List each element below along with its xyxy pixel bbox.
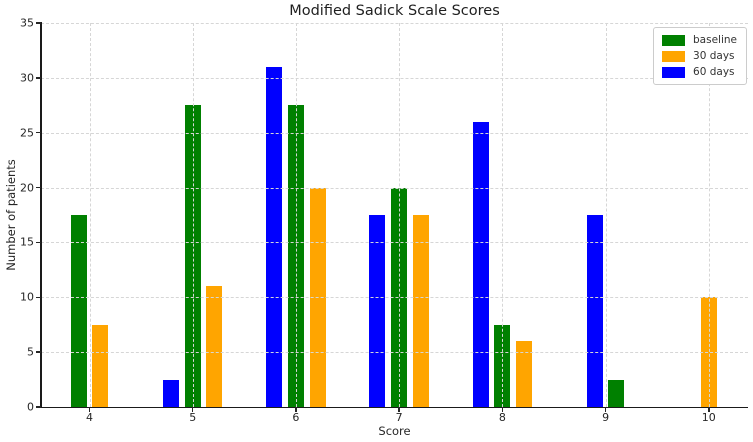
bar-30-days-8 [516, 341, 533, 407]
gridline-x-4 [89, 23, 91, 407]
y-tick-10 [36, 296, 41, 299]
legend: baseline 30 days 60 days [653, 27, 747, 85]
x-tick-label-4: 4 [86, 411, 93, 424]
y-tick-label-5: 5 [27, 345, 34, 359]
bar-30-days-7 [412, 215, 429, 407]
chart-title: Modified Sadick Scale Scores [289, 3, 500, 19]
x-tick-4 [88, 407, 91, 412]
legend-item-baseline: baseline [662, 34, 737, 46]
gridline-y-10 [41, 297, 748, 299]
bar-60-days-5 [163, 379, 180, 407]
gridline-y-35 [41, 23, 748, 24]
y-tick-0 [36, 406, 41, 408]
y-tick-label-0: 0 [27, 400, 34, 414]
x-axis-spine [40, 406, 748, 408]
x-tick-9 [604, 407, 607, 412]
x-tick-8 [501, 407, 504, 412]
x-tick-6 [295, 407, 297, 412]
legend-item-60-days: 60 days [662, 66, 737, 78]
bar-60-days-9 [586, 215, 603, 407]
legend-label-baseline: baseline [693, 34, 737, 46]
gridline-y-20 [41, 187, 748, 189]
gridline-y-30 [41, 77, 748, 79]
y-axis-spine [40, 22, 42, 408]
bar-60-days-8 [472, 121, 489, 407]
gridline-y-25 [41, 132, 748, 134]
gridline-x-6 [295, 23, 297, 407]
y-tick-label-10: 10 [20, 290, 34, 304]
x-tick-label-5: 5 [189, 411, 197, 424]
bar-30-days-4 [92, 324, 109, 407]
legend-swatch-30-days [662, 50, 686, 62]
y-tick-5 [36, 351, 41, 353]
gridline-x-5 [192, 23, 194, 407]
gridline-x-9 [605, 23, 607, 407]
legend-label-30-days: 30 days [693, 50, 735, 62]
y-tick-15 [36, 241, 41, 244]
gridline-x-10 [708, 23, 710, 407]
legend-label-60-days: 60 days [693, 66, 735, 78]
y-tick-35 [36, 22, 41, 24]
legend-swatch-baseline [662, 34, 686, 46]
gridline-y-15 [41, 242, 748, 244]
y-tick-label-35: 35 [20, 16, 34, 30]
gridline-x-8 [502, 23, 504, 407]
bar-60-days-6 [266, 66, 283, 407]
legend-swatch-60-days [662, 66, 686, 78]
y-tick-20 [36, 186, 41, 189]
gridline-y-5 [41, 352, 748, 354]
x-tick-7 [398, 407, 400, 412]
y-tick-label-15: 15 [20, 235, 34, 249]
y-tick-label-25: 25 [20, 126, 34, 140]
y-axis-label: Number of patients [4, 159, 18, 271]
bar-baseline-9 [608, 379, 625, 407]
y-tick-25 [36, 131, 41, 134]
x-tick-label-6: 6 [292, 411, 300, 424]
bar-baseline-4 [70, 215, 87, 407]
x-tick-label-9: 9 [602, 411, 610, 424]
x-tick-label-8: 8 [498, 411, 506, 424]
x-tick-5 [191, 407, 194, 412]
bar-30-days-6 [309, 187, 326, 407]
y-tick-label-30: 30 [20, 71, 34, 85]
bar-60-days-7 [369, 215, 386, 407]
x-tick-10 [708, 407, 710, 412]
y-tick-label-20: 20 [20, 181, 34, 195]
x-axis-label: Score [378, 424, 411, 438]
x-tick-label-10: 10 [701, 411, 716, 424]
x-tick-label-7: 7 [395, 411, 403, 424]
bar-30-days-5 [206, 286, 223, 407]
gridline-x-7 [399, 23, 401, 407]
y-tick-30 [36, 77, 41, 79]
legend-item-30-days: 30 days [662, 50, 737, 62]
